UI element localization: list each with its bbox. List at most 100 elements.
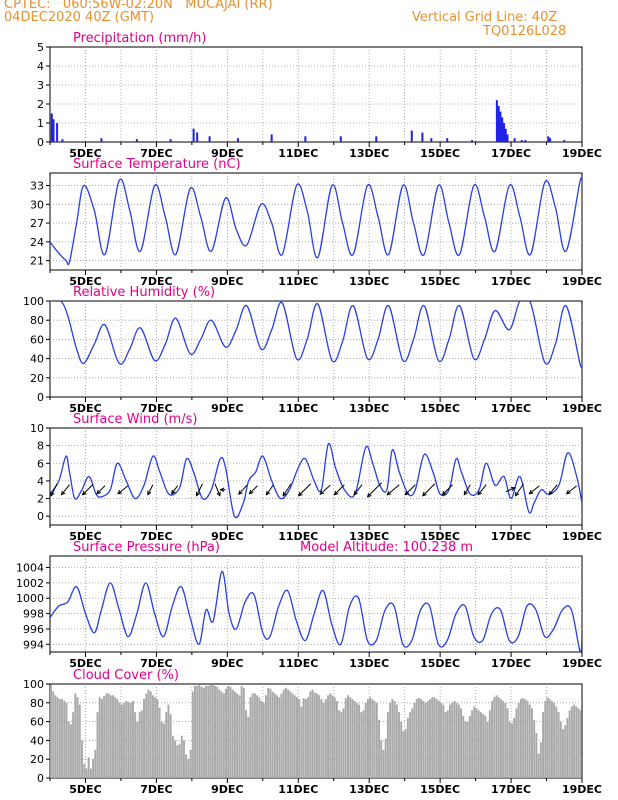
wind-arrow-shaft (298, 483, 312, 497)
precip-bar (501, 117, 504, 142)
cloud-bar (238, 695, 241, 778)
wind-arrow-shaft (249, 485, 258, 495)
x-tick-label: 9DEC (211, 657, 243, 670)
wind-arrow (214, 483, 221, 497)
wind-arrow (96, 485, 106, 495)
x-tick-label: 19DEC (562, 147, 602, 160)
cloud-bar (415, 699, 418, 778)
y-tick-label: 0 (37, 772, 44, 785)
cloud-bar (515, 708, 518, 778)
wind-arrow-head (238, 490, 243, 496)
wind-arrow (248, 485, 258, 495)
cloud-bar (531, 708, 533, 778)
cloud-bar (253, 693, 256, 778)
wind-arrow (196, 483, 203, 497)
wind-arrow (463, 484, 471, 496)
cloud-bar (265, 695, 267, 778)
cloud-bar (87, 757, 90, 778)
wind-arrow-shaft (61, 484, 70, 496)
y-tick-label: 1000 (16, 592, 44, 605)
wind-arrow-head (404, 490, 410, 496)
wind-arrow-shaft (266, 484, 274, 496)
wind-arrow-shaft (548, 484, 558, 496)
cloud-bar (233, 691, 236, 778)
cloud-bar (256, 695, 259, 778)
cloud-bar (151, 695, 154, 778)
x-tick-label: 7DEC (140, 783, 172, 796)
cloud-bar (404, 729, 407, 778)
cloud-bar (209, 684, 212, 778)
cloud-bar (344, 698, 347, 778)
cloud-bar (522, 698, 525, 778)
y-tick-label: 100 (23, 295, 44, 308)
cloud-bar (457, 704, 460, 778)
series-line (50, 177, 582, 266)
cloud-bar (158, 707, 161, 778)
wind-arrow (219, 487, 226, 492)
cloud-bar (577, 708, 580, 778)
wind-arrow-head (196, 491, 200, 497)
precip-bar (61, 139, 64, 142)
y-tick-label: 40 (30, 353, 44, 366)
x-tick-label: 9DEC (211, 275, 243, 288)
precip-bar (495, 100, 498, 142)
precip-bar (192, 128, 195, 142)
cloud-bar (123, 702, 126, 778)
precip-bar (208, 136, 211, 142)
cloud-bar (269, 688, 272, 778)
cloud-bar (287, 689, 290, 778)
cloud-bar (435, 699, 438, 778)
wind-arrow-head (333, 490, 339, 496)
x-tick-label: 13DEC (349, 275, 389, 288)
precip-bar (135, 139, 138, 142)
cloud-bar (462, 715, 465, 778)
cloud-bar (553, 702, 556, 778)
wind-arrow (117, 485, 129, 495)
cloud-bar (539, 742, 542, 778)
wind-arrow-shaft (147, 484, 154, 495)
precip-bar (196, 132, 199, 142)
x-tick-label: 11DEC (278, 530, 318, 543)
cloud-bar (120, 704, 123, 778)
cloud-bar (178, 744, 181, 778)
cloud-bar (413, 702, 416, 778)
wind-arrow-shaft (505, 487, 515, 493)
wind-arrow (265, 484, 274, 496)
cloud-bar (519, 699, 522, 778)
cloud-bar (375, 702, 378, 778)
cloud-bar (495, 695, 498, 778)
cloud-bar (282, 689, 285, 778)
cloud-bar (105, 693, 108, 778)
precip-bar (497, 105, 500, 142)
panel-frame (49, 427, 583, 526)
cloud-bar (429, 699, 431, 778)
wind-arrow-head (117, 489, 123, 495)
wind-arrow (238, 484, 248, 496)
wind-arrow (50, 483, 58, 497)
wind-arrow (441, 484, 453, 496)
x-tick-label: 11DEC (278, 275, 318, 288)
cloud-bar (316, 693, 318, 778)
panel-frame (49, 46, 583, 143)
cloud-bar (422, 700, 425, 778)
wind-arrow-shaft (82, 484, 93, 496)
cloud-bar (395, 704, 398, 778)
cloud-bar (475, 708, 478, 778)
cloud-bar (546, 697, 549, 778)
y-tick-label: 3 (37, 79, 44, 92)
y-tick-label: 20 (30, 372, 44, 385)
cloud-bar (271, 691, 274, 778)
wind-arrow-shaft (463, 484, 471, 495)
header-station: CPTEC: 060:56W-02:20N MUCAJAI (RR) (4, 0, 273, 12)
panel-title: Surface Wind (m/s) (73, 412, 197, 427)
cloud-bar (373, 700, 376, 778)
cloud-bar (324, 699, 327, 778)
cloud-bar (369, 697, 372, 778)
cloud-bar (537, 753, 540, 778)
wind-arrow-shaft (196, 483, 203, 496)
x-tick-label: 7DEC (140, 657, 172, 670)
cloud-bar (307, 697, 310, 778)
x-tick-label: 11DEC (278, 783, 318, 796)
wind-arrow (548, 484, 558, 496)
cloud-bar (81, 740, 83, 778)
